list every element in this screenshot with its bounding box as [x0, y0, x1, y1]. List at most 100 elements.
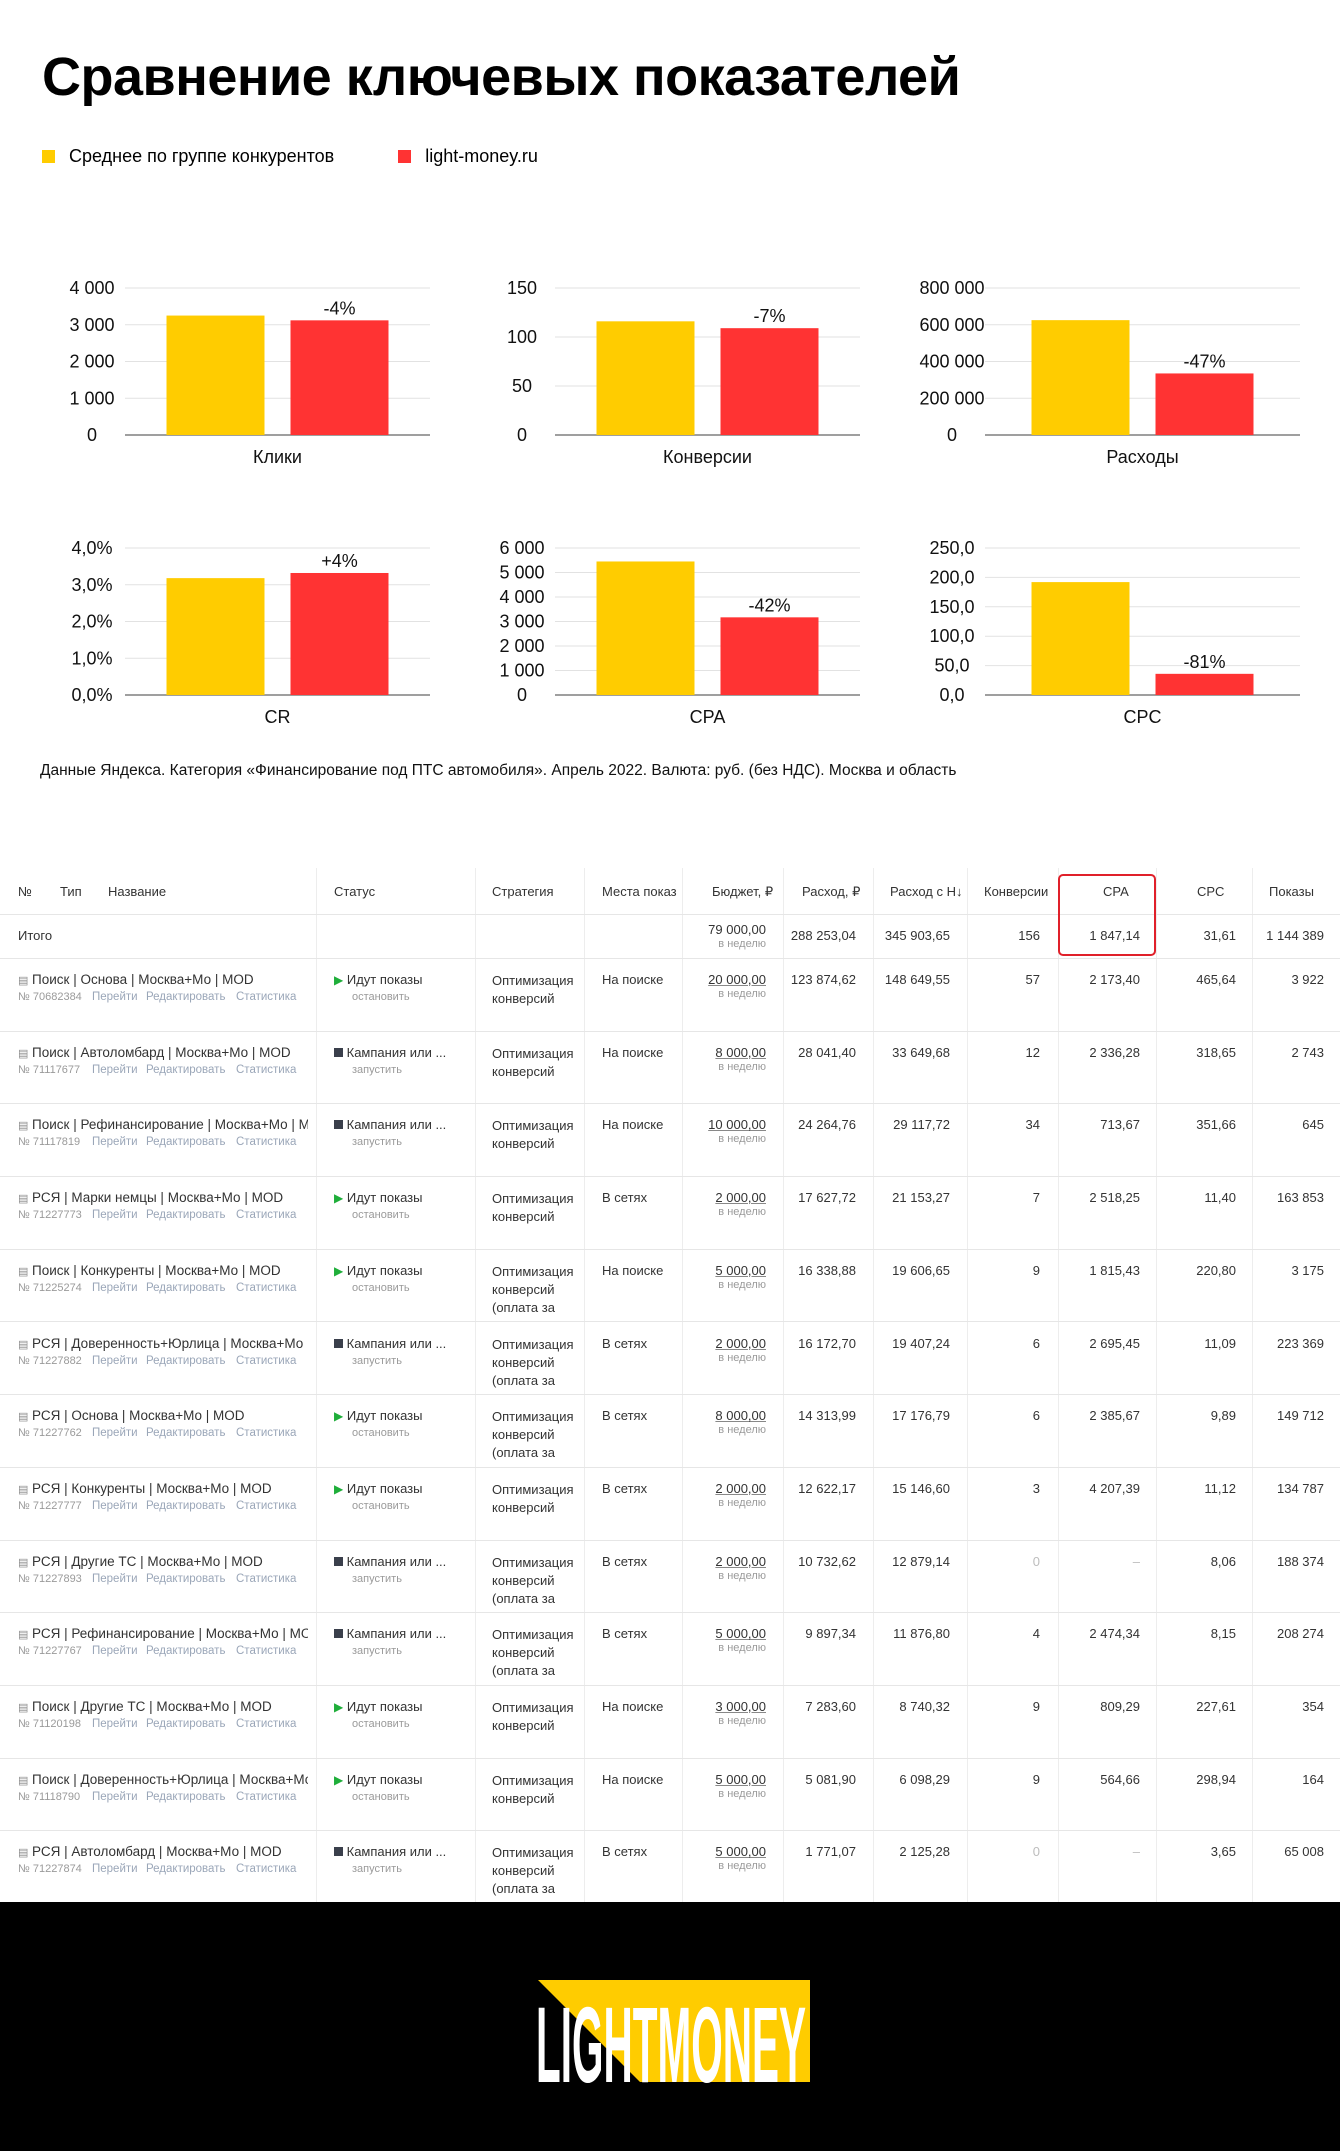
go-link[interactable]: Перейти	[92, 1427, 138, 1440]
edit-link[interactable]: Редактировать	[146, 1572, 226, 1585]
go-link[interactable]: Перейти	[92, 991, 138, 1003]
status-action[interactable]: запустить	[352, 1063, 402, 1076]
table-row: ▤ РСЯ | Марки немцы | Москва+Мо | MOD № 7…	[0, 1176, 1340, 1250]
edit-link[interactable]: Редактировать	[146, 991, 226, 1003]
header-budget[interactable]: Бюджет, ₽	[712, 884, 774, 899]
campaign-name[interactable]: Поиск | Основа | Москва+Мо | MOD	[32, 972, 254, 987]
stats-link[interactable]: Статистика	[236, 1718, 297, 1730]
budget-value[interactable]: 3 000,00	[715, 1699, 766, 1714]
status-action[interactable]: запустить	[352, 1572, 402, 1585]
header-spend[interactable]: Расход, ₽	[802, 884, 861, 899]
budget-value[interactable]: 2 000,00	[715, 1335, 766, 1351]
edit-link[interactable]: Редактировать	[146, 1790, 226, 1803]
budget-value[interactable]: 10 000,00	[708, 1117, 766, 1133]
status-text: Идут показы	[346, 1699, 423, 1714]
header-status[interactable]: Статус	[334, 884, 376, 899]
header-name[interactable]: Название	[108, 884, 167, 899]
budget-value[interactable]: 5 000,00	[715, 1844, 766, 1860]
go-link[interactable]: Перейти	[92, 1063, 138, 1076]
status-action[interactable]: остановить	[352, 1281, 410, 1294]
go-link[interactable]: Перейти	[92, 1354, 138, 1367]
header-strategy[interactable]: Стратегия	[492, 884, 554, 899]
edit-link[interactable]: Редактировать	[146, 1645, 226, 1658]
stats-link[interactable]: Статистика	[236, 1136, 297, 1149]
edit-link[interactable]: Редактировать	[146, 1427, 226, 1440]
campaign-name[interactable]: Поиск | Рефинансирование | Москва+Мо | M…	[32, 1117, 308, 1133]
budget-value[interactable]: 5 000,00	[715, 1771, 766, 1787]
status-action[interactable]: запустить	[352, 1645, 402, 1658]
campaign-name[interactable]: Поиск | Другие ТС | Москва+Мо | MOD	[32, 1699, 272, 1714]
header-type[interactable]: Тип	[60, 884, 82, 899]
budget-value[interactable]: 2 000,00	[715, 1480, 766, 1496]
campaign-name[interactable]: РСЯ | Конкуренты | Москва+Мо | MOD	[32, 1480, 272, 1496]
y-tick-label: 100	[507, 327, 537, 347]
header-places[interactable]: Места показ	[602, 884, 677, 899]
stats-link[interactable]: Статистика	[236, 1427, 297, 1440]
status-action[interactable]: запустить	[352, 1136, 402, 1149]
go-link[interactable]: Перейти	[92, 1136, 138, 1149]
edit-link[interactable]: Редактировать	[146, 1209, 226, 1222]
go-link[interactable]: Перейти	[92, 1281, 138, 1294]
campaign-name[interactable]: РСЯ | Марки немцы | Москва+Мо | MOD	[32, 1190, 284, 1206]
status-action[interactable]: запустить	[352, 1354, 402, 1367]
stats-link[interactable]: Статистика	[236, 991, 297, 1003]
campaign-name[interactable]: РСЯ | Доверенность+Юрлица | Москва+Мо | …	[32, 1335, 308, 1351]
stats-link[interactable]: Статистика	[236, 1572, 297, 1585]
go-link[interactable]: Перейти	[92, 1209, 138, 1222]
budget-value[interactable]: 8 000,00	[715, 1044, 766, 1060]
status-action[interactable]: остановить	[352, 1209, 410, 1222]
status-action[interactable]: остановить	[352, 1499, 410, 1512]
table-row: ▤ Поиск | Другие ТС | Москва+Мо | MOD № 7…	[0, 1685, 1340, 1759]
status-text: Кампания или ...	[346, 1844, 447, 1860]
spend-vat: 12 879,14	[892, 1553, 950, 1569]
budget-value[interactable]: 20 000,00	[708, 972, 766, 987]
campaign-name[interactable]: Поиск | Доверенность+Юрлица | Москва+Мо …	[32, 1771, 308, 1787]
budget-value[interactable]: 2 000,00	[715, 1190, 766, 1206]
campaign-name[interactable]: РСЯ | Автоломбард | Москва+Мо | MOD	[32, 1844, 282, 1860]
y-tick-label: 0	[517, 685, 527, 705]
go-link[interactable]: Перейти	[92, 1790, 138, 1803]
edit-link[interactable]: Редактировать	[146, 1863, 226, 1876]
go-link[interactable]: Перейти	[92, 1645, 138, 1658]
go-link[interactable]: Перейти	[92, 1499, 138, 1512]
header-impressions[interactable]: Показы	[1269, 884, 1314, 899]
header-spend-vat[interactable]: Расход с Н↓	[890, 884, 963, 899]
stats-link[interactable]: Статистика	[236, 1790, 297, 1803]
budget-value[interactable]: 5 000,00	[715, 1626, 766, 1642]
budget-value[interactable]: 8 000,00	[715, 1408, 766, 1424]
budget-value[interactable]: 5 000,00	[715, 1262, 766, 1278]
edit-link[interactable]: Редактировать	[146, 1136, 226, 1149]
stats-link[interactable]: Статистика	[236, 1863, 297, 1876]
stats-link[interactable]: Статистика	[236, 1354, 297, 1367]
campaign-name[interactable]: Поиск | Автоломбард | Москва+Мо | MOD	[32, 1044, 291, 1060]
header-cpa[interactable]: CPA	[1103, 884, 1129, 899]
status-action[interactable]: запустить	[352, 1863, 402, 1876]
campaign-name[interactable]: РСЯ | Другие ТС | Москва+Мо | MOD	[32, 1553, 263, 1569]
stats-link[interactable]: Статистика	[236, 1209, 297, 1222]
status-action[interactable]: остановить	[352, 991, 410, 1003]
edit-link[interactable]: Редактировать	[146, 1281, 226, 1294]
stats-link[interactable]: Статистика	[236, 1281, 297, 1294]
status-action[interactable]: остановить	[352, 1427, 410, 1440]
status-action[interactable]: остановить	[352, 1790, 410, 1803]
stats-link[interactable]: Статистика	[236, 1499, 297, 1512]
status-action[interactable]: остановить	[352, 1718, 410, 1730]
header-conversions[interactable]: Конверсии	[984, 884, 1049, 899]
edit-link[interactable]: Редактировать	[146, 1354, 226, 1367]
campaign-name[interactable]: РСЯ | Рефинансирование | Москва+Мо | MOD	[32, 1626, 308, 1642]
spend: 16 172,70	[798, 1335, 856, 1351]
header-cpc[interactable]: CPC	[1197, 884, 1225, 899]
stats-link[interactable]: Статистика	[236, 1645, 297, 1658]
edit-link[interactable]: Редактировать	[146, 1063, 226, 1076]
go-link[interactable]: Перейти	[92, 1863, 138, 1876]
header-no[interactable]: №	[18, 884, 32, 899]
edit-link[interactable]: Редактировать	[146, 1718, 226, 1730]
go-link[interactable]: Перейти	[92, 1718, 138, 1730]
stats-link[interactable]: Статистика	[236, 1063, 297, 1076]
budget-value[interactable]: 2 000,00	[715, 1553, 766, 1569]
strategy: Оптимизация конверсий (оплата за	[492, 1336, 574, 1388]
campaign-name[interactable]: РСЯ | Основа | Москва+Мо | MOD	[32, 1408, 245, 1424]
go-link[interactable]: Перейти	[92, 1572, 138, 1585]
edit-link[interactable]: Редактировать	[146, 1499, 226, 1512]
campaign-name[interactable]: Поиск | Конкуренты | Москва+Мо | MOD	[32, 1262, 281, 1278]
